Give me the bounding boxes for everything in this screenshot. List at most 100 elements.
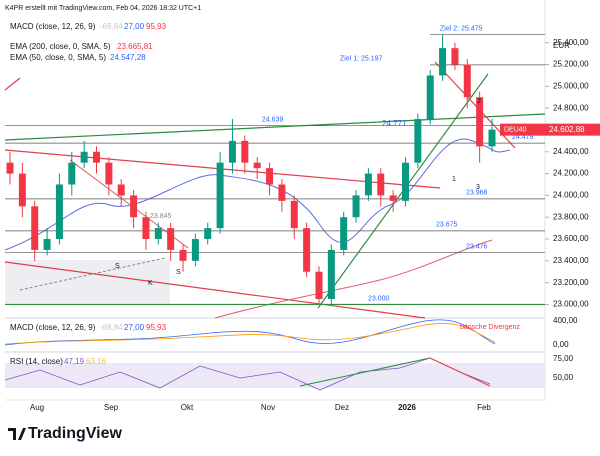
y-tick-label: 23.400,00 [553, 256, 589, 265]
candle-body [130, 195, 138, 218]
level-label: 24.639 [262, 117, 284, 124]
y-tick-label: 23.800,00 [553, 212, 589, 221]
currency: EUR [553, 41, 570, 50]
annotation: 24.771 [382, 119, 407, 128]
ema50-line [4, 138, 511, 251]
candle-body [278, 184, 286, 201]
candle-body [463, 64, 471, 98]
rsi-trend [429, 357, 491, 387]
candle-body [303, 228, 311, 272]
y-tick-label: 24.400,00 [553, 147, 589, 156]
candle-body [179, 249, 187, 261]
candle-body [389, 195, 397, 201]
rsi-axis: 50,00 [553, 373, 574, 382]
legend-macd: MACD (close, 12, 26, 9) [10, 323, 96, 332]
rsi-axis: 75,00 [553, 354, 574, 363]
candle-body [290, 200, 298, 229]
x-tick-label: Feb [477, 403, 491, 412]
candle-body [451, 48, 459, 65]
level-label: Ziel 1: 25.197 [340, 56, 383, 63]
wave-label: K [148, 280, 153, 287]
legend-value: 95,93 [146, 22, 167, 31]
brand: TradingView [28, 425, 123, 442]
wave-label: S [115, 263, 120, 270]
macd-axis: 0,00 [553, 340, 569, 349]
y-tick-label: 25.200,00 [553, 60, 589, 69]
candle-body [315, 271, 323, 300]
candle-body [488, 129, 496, 147]
y-tick-label: 24.000,00 [553, 191, 589, 200]
candle-body [55, 184, 63, 240]
y-tick-label: 25.400,00 [553, 38, 589, 47]
level-label: 23.476 [466, 243, 488, 250]
wave-label: 2 [477, 98, 481, 105]
x-tick-label: 2026 [398, 403, 416, 412]
trend-line [4, 113, 546, 141]
x-tick-label: Nov [261, 403, 275, 412]
x-tick-label: Sep [104, 403, 119, 412]
author: K4PR erstellt mit TradingView.com, Feb 0… [5, 5, 201, 12]
level-label: 23.675 [436, 222, 458, 229]
candle-body [439, 48, 447, 76]
zone [5, 260, 170, 305]
price-tag [545, 123, 600, 136]
candle-body [352, 195, 360, 218]
candle-body [105, 162, 113, 185]
legend-value: 63,16 [86, 357, 107, 366]
x-tick-label: Aug [30, 403, 44, 412]
legend-value: 95,93 [146, 323, 167, 332]
candle-body [340, 217, 348, 250]
legend-ema200: EMA (200, close, 0, SMA, 5) [10, 42, 111, 51]
candle-body [241, 140, 249, 163]
x-tick-label: Okt [181, 403, 194, 412]
symbol-label: DEU40 [504, 126, 527, 133]
candle-body [154, 228, 162, 240]
candle-body [414, 119, 422, 163]
candle-body [253, 162, 261, 169]
candle-body [18, 173, 26, 207]
trend-line [4, 77, 21, 91]
candle-body [364, 173, 372, 196]
macd-line [4, 319, 496, 346]
legend-macd: MACD (close, 12, 26, 9) [10, 22, 96, 31]
candle-body [216, 162, 224, 229]
level-label: 23.968 [466, 190, 488, 197]
candle-body [43, 239, 51, 250]
symbol-tag [500, 123, 545, 136]
legend-value: 27,00 [124, 22, 145, 31]
y-tick-label: 23.200,00 [553, 278, 589, 287]
wave-label: 1 [452, 176, 456, 183]
candle-body [68, 162, 76, 185]
candle-body [191, 239, 199, 261]
candle-body [266, 168, 274, 185]
rsi-line [4, 357, 491, 391]
legend-value: -68,84 [100, 22, 123, 31]
candle-body [93, 151, 101, 163]
legend-value: 27,00 [124, 323, 145, 332]
wave-label: S [176, 269, 181, 276]
candle-body [204, 228, 212, 240]
candle-body [167, 228, 175, 250]
candle-body [228, 140, 236, 163]
rsi-band [5, 363, 545, 388]
x-tick-label: Dez [335, 403, 349, 412]
logo [8, 428, 26, 440]
signal-line [4, 323, 496, 345]
candle-body [426, 75, 434, 120]
macd-axis: 400,00 [553, 316, 578, 325]
legend-value: 47,19 [64, 357, 85, 366]
annotation: 23.845 [150, 213, 172, 220]
level-label: 24.479 [512, 134, 534, 141]
candle-body [401, 162, 409, 201]
candle-body [6, 162, 14, 174]
legend-value: -68,84 [100, 323, 123, 332]
candle-body [476, 97, 484, 147]
candle-body [377, 173, 385, 196]
trend-line [4, 261, 426, 319]
y-tick-label: 23.000,00 [553, 300, 589, 309]
price-label: 24.602,88 [549, 125, 585, 134]
candle-body [80, 151, 88, 163]
candle-body [142, 217, 150, 240]
legend-ema50: EMA (50, close, 0, SMA, 5) [10, 53, 106, 62]
